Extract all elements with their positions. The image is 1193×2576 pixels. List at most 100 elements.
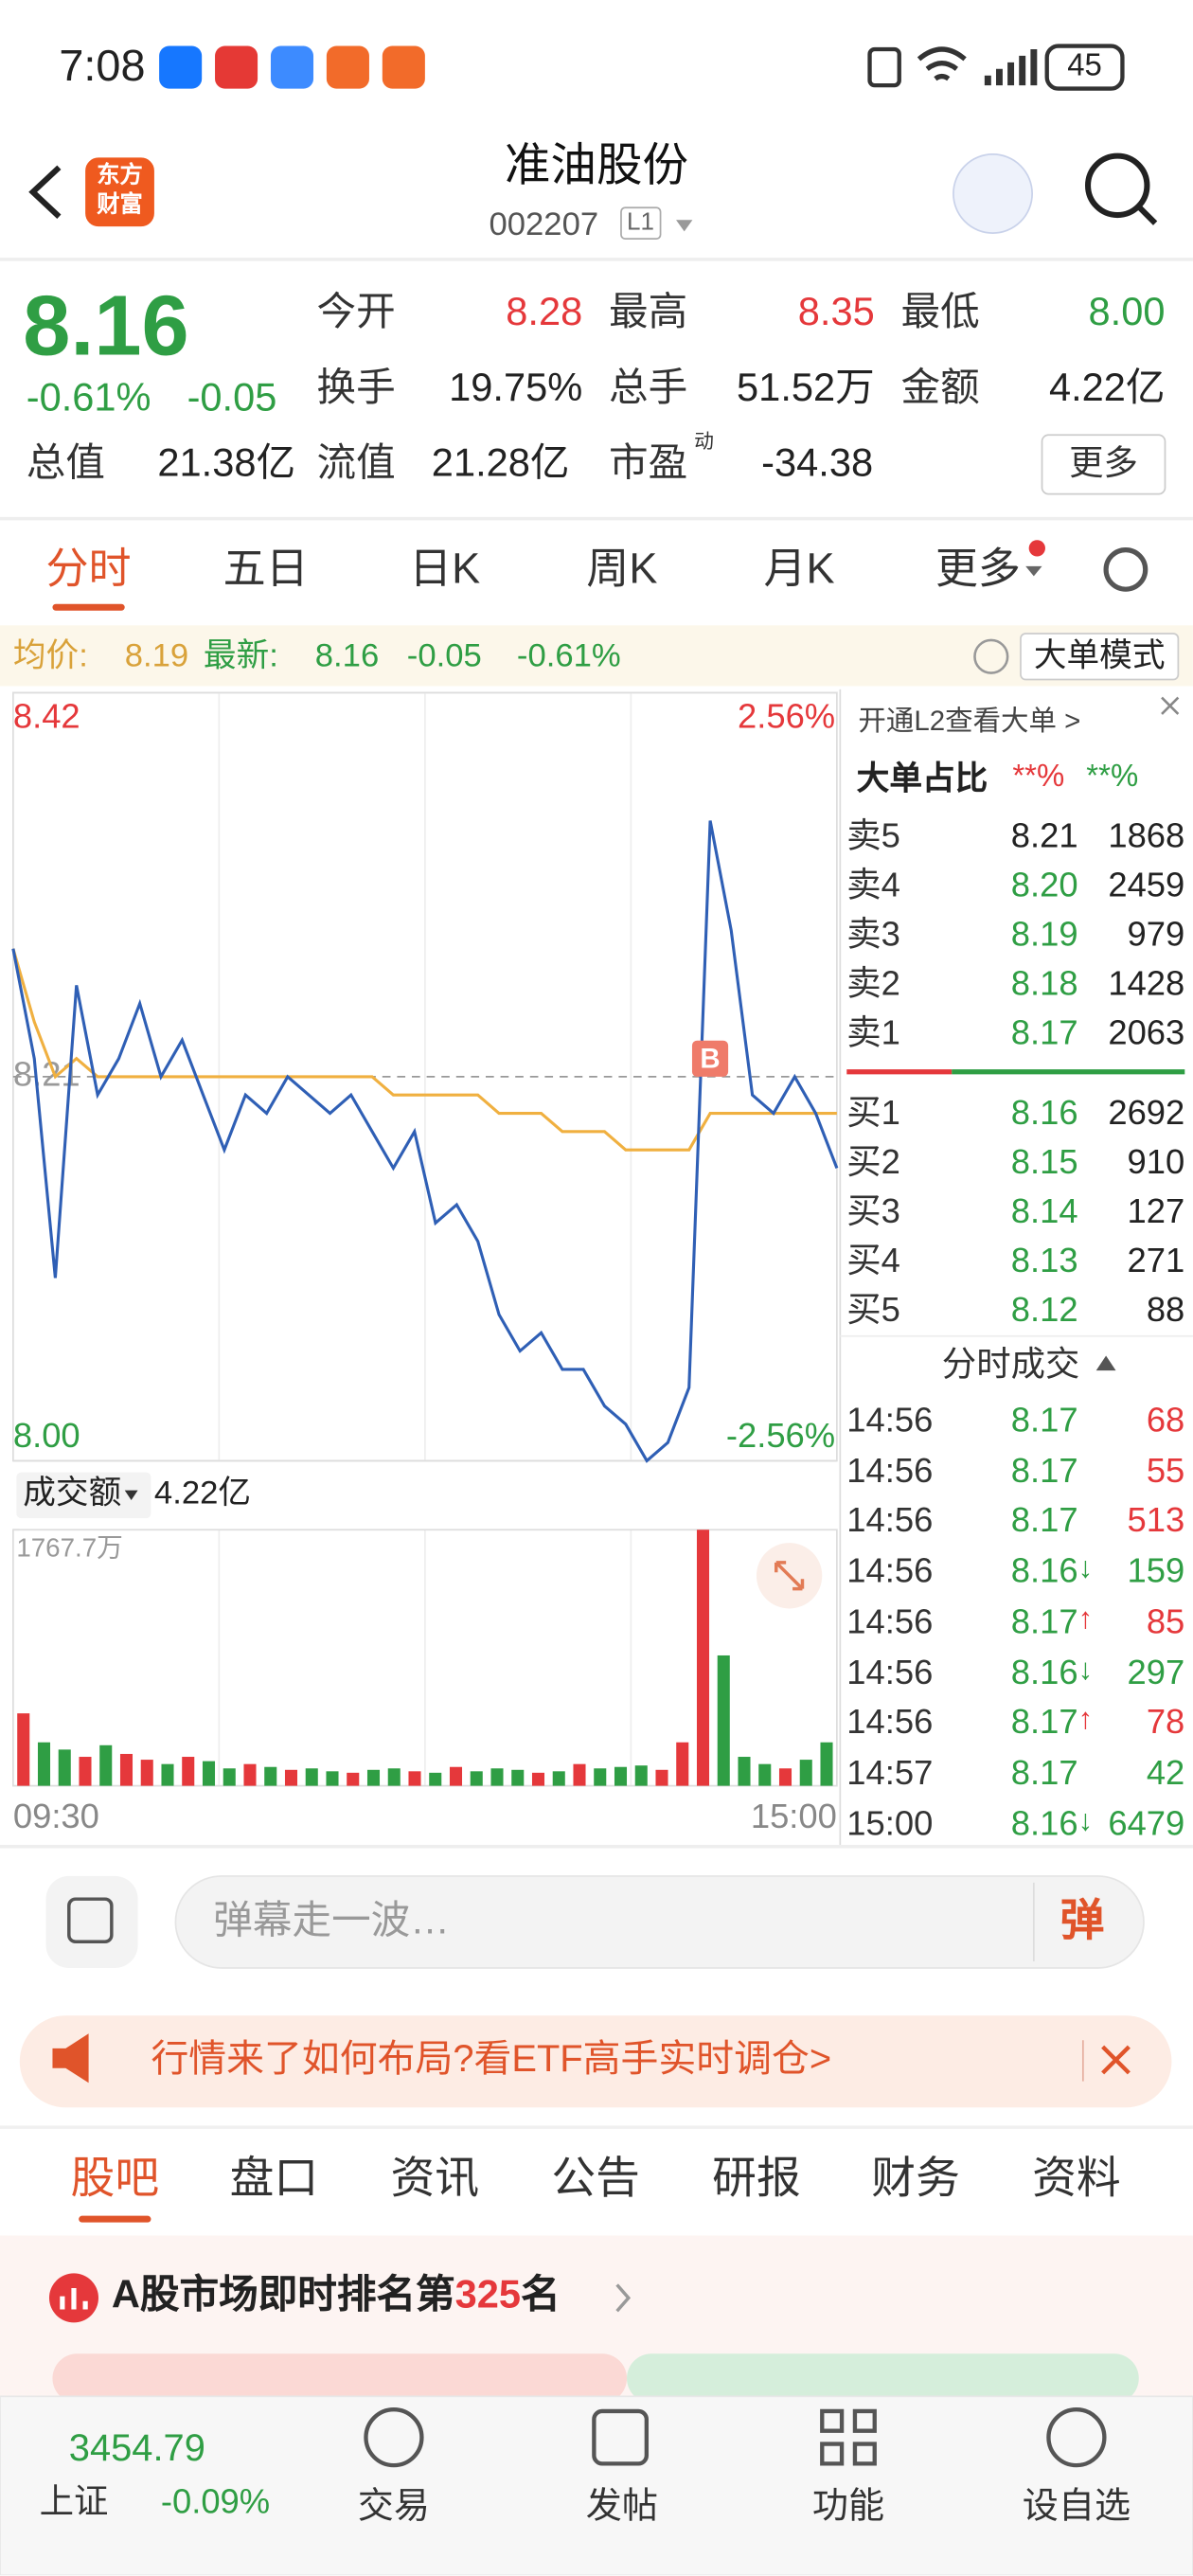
banner[interactable] [19,2015,1172,2108]
book-price: 8.17 [1010,1014,1078,1052]
settings-icon[interactable] [1103,546,1148,592]
field-value: 8.35 [797,290,875,335]
comment-input[interactable] [174,1875,1145,1969]
price-line [11,820,839,1463]
tab[interactable]: 分时 [45,543,132,593]
tab[interactable]: 更多 [935,543,1021,593]
trade-price: 8.17 [1010,1704,1078,1743]
battery-level: 45 [1067,48,1102,84]
danmaku-button[interactable]: 弹 [1059,1895,1105,1945]
more-button[interactable]: 更多 [1069,444,1138,483]
trade-price: 8.16 [1010,1804,1078,1843]
comment-placeholder[interactable]: 弹幕走一波… [213,1899,450,1943]
tab-underline [79,2215,151,2223]
mode-button[interactable] [1020,633,1180,681]
search-icon[interactable] [1085,152,1150,219]
mode-button[interactable]: 大单模式 [1033,638,1166,675]
field-label: 总值 [26,441,105,486]
nav-item[interactable]: 功能 [811,2484,885,2527]
nav-item[interactable]: 交易 [357,2484,431,2527]
sub-tab[interactable]: 盘口 [229,2153,319,2203]
trade-price: 8.17 [1010,1452,1078,1491]
sub-tab[interactable]: 资料 [1032,2153,1121,2203]
field-value: 4.22亿 [1048,366,1166,411]
book-price: 8.15 [1010,1143,1078,1182]
volume-bar [79,1757,92,1786]
metric-label[interactable]: 成交额 [23,1476,122,1512]
back-icon[interactable] [28,165,62,219]
trade-price: 8.17 [1010,1502,1078,1541]
y-tick-label: 1767.7万 [16,1532,122,1562]
field-label: 最高 [608,290,688,335]
volume-bar [326,1771,339,1786]
sub-tab[interactable]: 财务 [871,2153,960,2203]
volume-bar [347,1772,360,1786]
book-volume: 1428 [1108,965,1185,1003]
volume-bar [531,1772,545,1786]
sub-tab[interactable]: 股吧 [70,2153,160,2203]
sub-tab[interactable]: 公告 [551,2153,640,2203]
trade-arrow: ↑ [1077,1601,1094,1635]
field-label: 市盈 [608,441,688,486]
sub-tab[interactable]: 资讯 [390,2153,480,2203]
tab[interactable]: 五日 [223,543,309,593]
fall-bar [627,2353,1139,2404]
book-volume: 2692 [1108,1094,1185,1133]
volume-bar [676,1742,689,1786]
field-value: 21.38亿 [157,441,296,486]
book-volume: 979 [1127,916,1185,954]
index-value[interactable]: 3454.79 [68,2425,205,2469]
book-label: 卖5 [846,817,900,855]
trade-price: 8.17 [1010,1402,1078,1440]
trade-volume: 159 [1127,1552,1185,1591]
logo [85,157,154,227]
volume-bar [594,1768,607,1786]
tab[interactable]: 月K [763,543,835,593]
close-icon[interactable] [1101,2045,1131,2075]
trade-time: 14:56 [846,1602,934,1641]
trade-time: 14:56 [846,1552,934,1591]
app-icon [326,45,369,89]
field-label: 最低 [900,290,980,335]
nav-item[interactable]: 发帖 [585,2484,658,2527]
comment-icon[interactable] [45,1875,138,1968]
sort-icon [1095,1355,1116,1371]
sub-tab[interactable]: 研报 [712,2153,801,2203]
nav-item[interactable]: 设自选 [1022,2484,1131,2527]
field-label: 金额 [900,366,980,411]
signal-icon [984,48,1038,86]
volume-bar [717,1655,730,1786]
trade-volume: 297 [1127,1654,1185,1691]
close-icon[interactable] [1161,696,1180,715]
tab[interactable]: 日K [409,543,481,593]
trades-title: 分时成交 [941,1346,1080,1385]
y-tick-label: 8.42 [13,697,80,736]
trade-price: 8.17 [1010,1602,1078,1641]
l2-link[interactable]: 开通L2查看大单 > [858,706,1081,738]
book-price: 8.14 [1010,1192,1078,1231]
more-button[interactable] [1041,434,1166,495]
trade-volume: 6479 [1108,1804,1185,1843]
volume-bar [470,1771,483,1786]
search-icon [1136,205,1158,225]
book-label: 卖3 [846,916,900,954]
volume-bar [387,1768,401,1786]
robot-icon[interactable] [953,153,1033,234]
metric-select[interactable] [16,1472,151,1519]
app-icon [270,45,314,89]
trade-price: 8.16 [1010,1654,1078,1691]
battery [1044,44,1125,91]
book-label: 买1 [846,1094,900,1133]
ranking-suffix: 名 [521,2273,561,2318]
trade-time: 14:56 [846,1704,934,1743]
x-tick-label: 15:00 [751,1797,837,1835]
dropdown[interactable] [676,220,693,232]
y2-tick-label: -2.56% [726,1416,835,1455]
x-tick-label: 09:30 [13,1797,99,1835]
help-icon[interactable] [973,638,1009,674]
badge [1028,540,1045,557]
trade-time: 14:56 [846,1502,934,1541]
banner-text[interactable]: 行情来了如何布局?看ETF高手实时调仓> [151,2036,832,2080]
ratio: **% [1086,760,1139,795]
tab[interactable]: 周K [586,543,658,593]
